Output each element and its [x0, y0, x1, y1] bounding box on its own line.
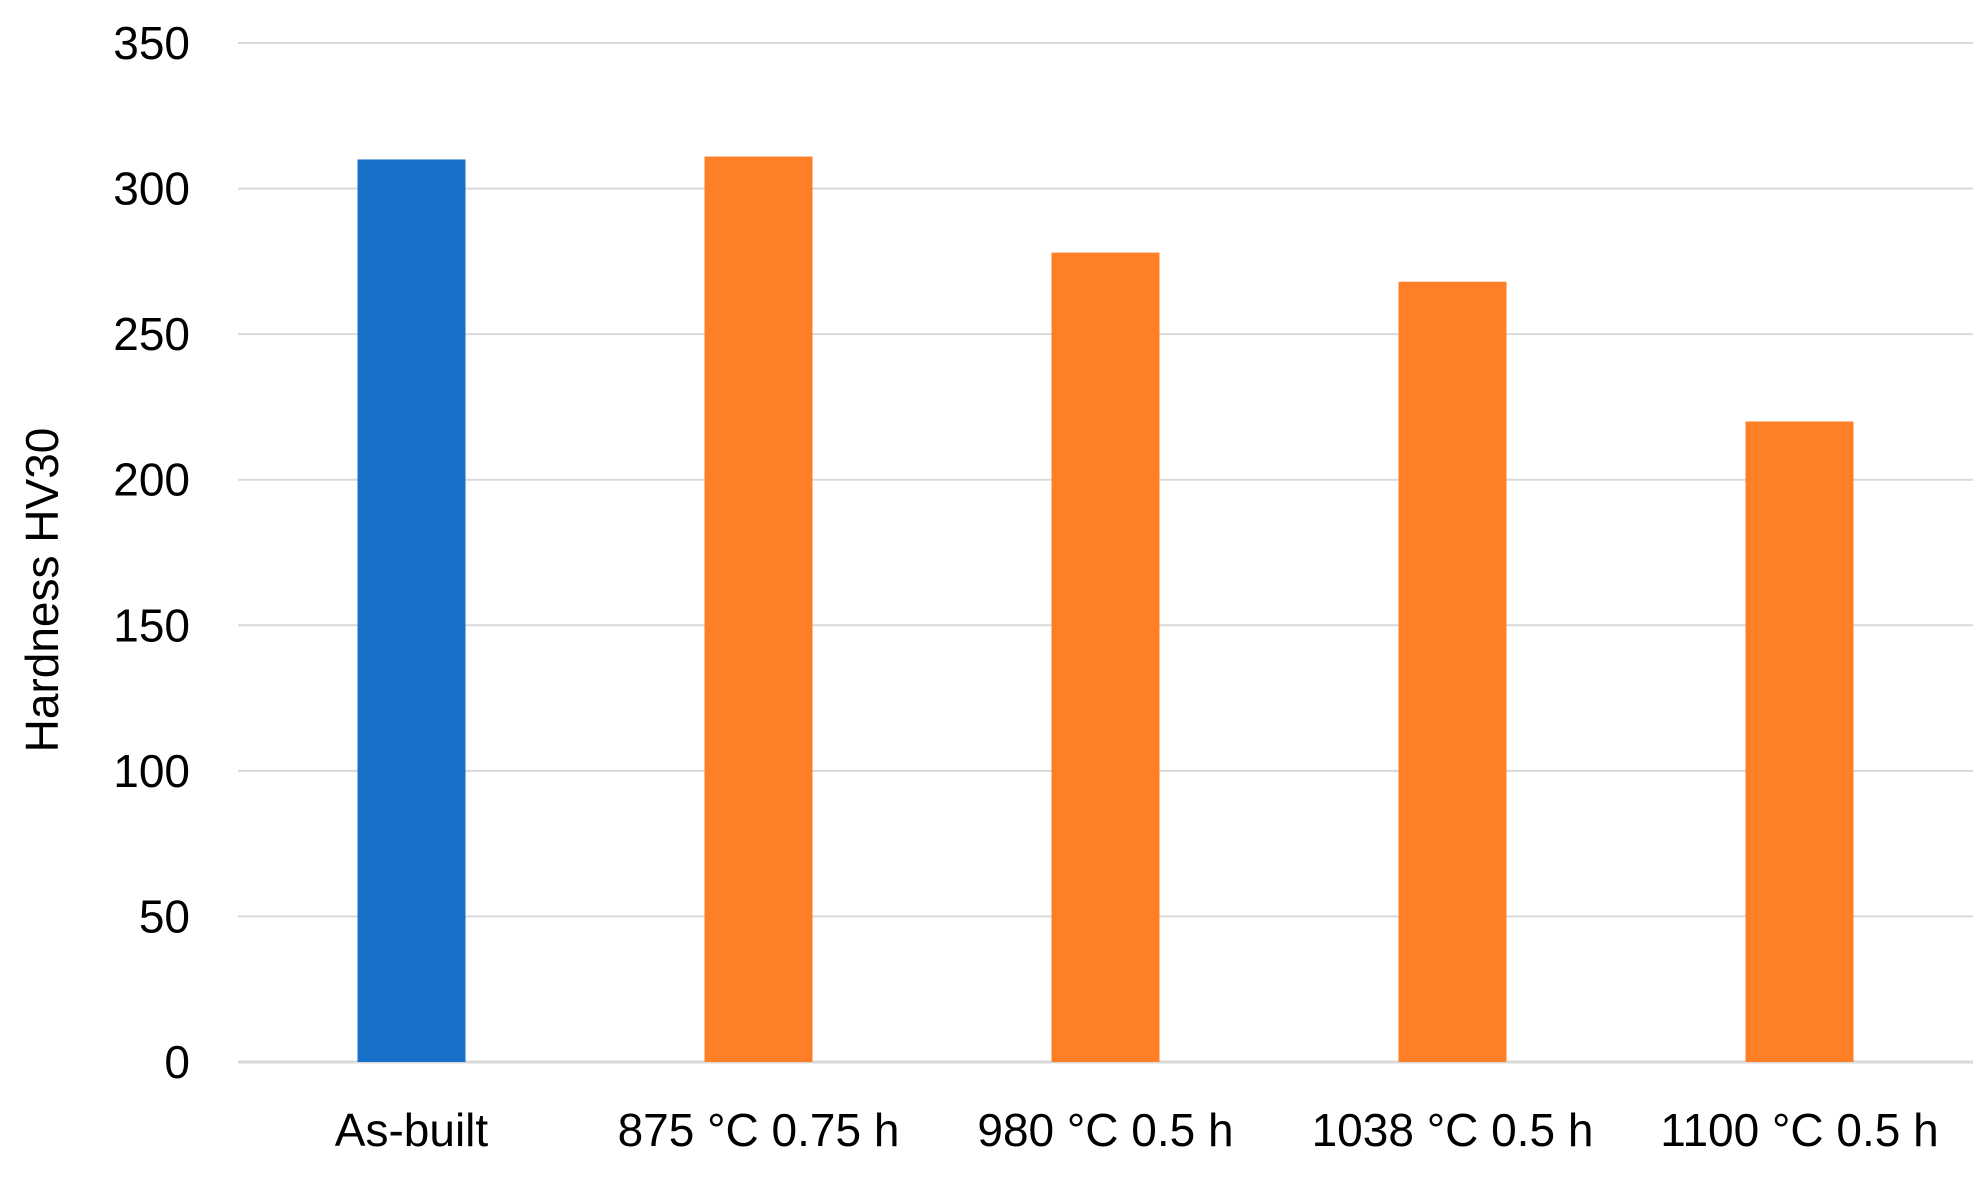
x-tick-label: 1038 °C 0.5 h [1312, 1104, 1594, 1156]
y-tick-label: 100 [113, 745, 190, 797]
x-tick-label: 980 °C 0.5 h [977, 1104, 1233, 1156]
y-tick-label: 150 [113, 599, 190, 651]
bar [1398, 281, 1507, 1062]
bar [1745, 421, 1854, 1062]
bar [704, 156, 813, 1062]
y-tick-label: 350 [113, 17, 190, 69]
y-axis-title: Hardness HV30 [16, 428, 68, 753]
y-tick-label: 250 [113, 308, 190, 360]
y-tick-label: 50 [139, 890, 190, 942]
x-tick-label: 875 °C 0.75 h [618, 1104, 900, 1156]
x-tick-label: 1100 °C 0.5 h [1660, 1104, 1938, 1156]
bars [357, 156, 1854, 1062]
y-axis-tick-labels: 0 50 100 150 200 250 300 350 [113, 17, 190, 1088]
bar [1051, 252, 1160, 1062]
y-tick-label: 200 [113, 454, 190, 506]
x-axis-tick-labels: As-built 875 °C 0.75 h 980 °C 0.5 h 1038 °C… [335, 1104, 1939, 1156]
x-tick-label: As-built [335, 1104, 489, 1156]
bar [357, 159, 466, 1062]
y-tick-label: 300 [113, 163, 190, 215]
y-tick-label: 0 [164, 1036, 190, 1088]
